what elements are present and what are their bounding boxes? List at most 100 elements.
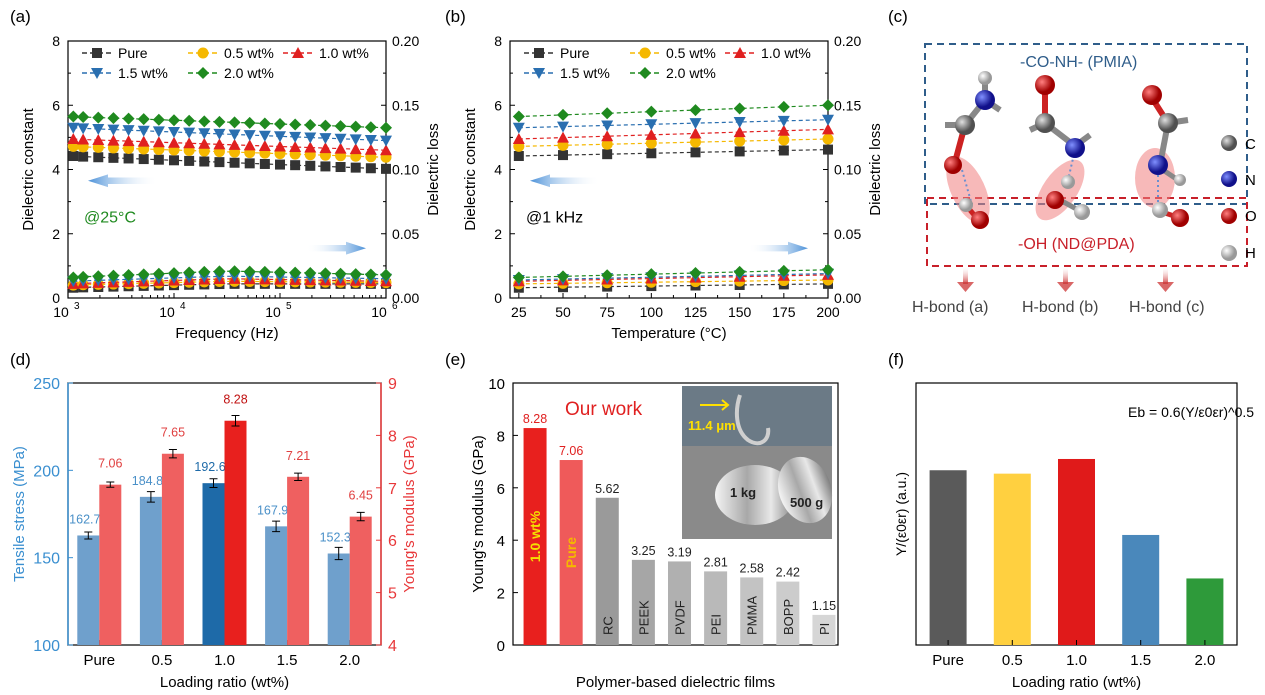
eps-point: [168, 136, 180, 148]
eps-point: [228, 138, 241, 150]
legend-label: 2.0 wt%: [224, 65, 274, 81]
legend-label: 1.5 wt%: [118, 65, 168, 81]
thickness-arrow-icon: [700, 399, 730, 411]
bar-value-label: 2.42: [776, 566, 800, 580]
legend-marker: [197, 67, 209, 79]
eps-point: [168, 127, 180, 139]
chart-b-temperature: 0 2 4 6 8 0.00 0.05 0.10 0.15 0.20 25 50 75 100 125 150…: [462, 33, 884, 342]
panel-c-hbond-diagram: -CO-NH- (PMIA) -OH (ND@PDA): [912, 43, 1257, 316]
right-arrow-icon: [306, 241, 366, 255]
inset-weight-2: 500 g: [790, 495, 823, 510]
eps-point: [601, 107, 614, 120]
chart-e-modulus-comparison: 0 2 4 6 8 10 Young's modulus (GPa) Polymer-base…: [470, 376, 839, 691]
loss-point: [67, 271, 80, 284]
eps-point: [198, 115, 211, 128]
x-tick-label: 10: [159, 304, 175, 320]
eps-point: [183, 114, 196, 127]
loss-point: [319, 267, 332, 280]
legend-label: 1.5 wt%: [560, 65, 610, 81]
eps-point: [228, 129, 241, 141]
loss-line: [518, 274, 829, 282]
legend-marker: [292, 47, 304, 58]
bar-name-label: Pure: [563, 537, 579, 568]
formula-label: Eb = 0.6(Y/ε0εr)^0.5: [1128, 404, 1254, 420]
eps-point: [777, 115, 790, 127]
panel-label-c: (c): [888, 7, 908, 26]
loss-line: [73, 275, 387, 282]
eps-point: [350, 162, 361, 173]
modulus-bar: [631, 559, 655, 645]
eps-point: [645, 128, 658, 140]
y2-tick-label: 0.10: [392, 162, 419, 178]
bar-name-label: PVDF: [673, 600, 688, 635]
eps-point: [68, 151, 79, 162]
inset-weight-1: 1 kg: [730, 485, 756, 500]
pda-dashed-box: [926, 197, 1248, 267]
y2-axis-label: Dielectric loss: [425, 123, 442, 216]
tensile-value-label: 167.93: [257, 503, 295, 517]
loss-point: [364, 268, 377, 281]
modulus-bar: [704, 571, 728, 645]
eps-point: [199, 156, 210, 167]
loss-point: [122, 268, 135, 281]
bar-value-label: 2.81: [703, 555, 727, 569]
y2-tick-label: 7: [388, 481, 397, 498]
x-tick-label: 2.0: [1194, 652, 1215, 669]
x-tick-label: 75: [599, 304, 615, 320]
eps-point: [289, 131, 302, 143]
eps-point: [349, 143, 362, 155]
inset-photo: 11.4 μm 1 kg 500 g: [682, 386, 833, 539]
x-tick-label: 10: [371, 304, 387, 320]
bar-value-label: 5.62: [595, 482, 619, 496]
atom-legend-h: H: [1245, 245, 1256, 262]
modulus-bar: [595, 497, 619, 645]
inset-thickness: 11.4 μm: [688, 418, 736, 433]
loss-line: [518, 283, 829, 289]
y-axis-label: Dielectric constant: [462, 107, 479, 230]
ratio-bar: [1186, 578, 1224, 645]
eps-line: [73, 155, 387, 170]
tensile-bar: [265, 526, 288, 645]
eps-point: [734, 135, 746, 147]
eps-point: [152, 113, 165, 126]
bar-value-label: 3.25: [631, 544, 655, 558]
eps-point: [646, 148, 657, 159]
hbond-c-label: H-bond (c): [1129, 299, 1205, 316]
loss-point: [198, 265, 211, 278]
hbond-a-label: H-bond (a): [912, 299, 988, 316]
panel-label-a: (a): [10, 7, 31, 26]
modulus-bar: [740, 577, 764, 645]
modulus-value-label: 7.65: [161, 426, 185, 440]
tensile-bar: [139, 496, 162, 645]
bar-name-label: PEI: [709, 614, 724, 635]
y2-tick-label: 5: [388, 586, 397, 603]
x-axis-label: Temperature (°C): [611, 325, 726, 342]
eps-point: [557, 108, 569, 121]
tensile-bar: [77, 535, 100, 645]
x-tick-label: 1.5: [277, 652, 298, 669]
chart-a-frequency: 0 2 4 6 8 0.00 0.05 0.10 0.15 0.20 10 3 10 4 10 5 10 6 Fre…: [20, 33, 442, 342]
eps-point: [107, 112, 120, 125]
eps-point: [689, 127, 702, 139]
eps-point: [334, 142, 347, 154]
y-tick-label: 0: [494, 290, 502, 306]
eps-point: [334, 133, 347, 145]
bar-value-label: 7.06: [559, 444, 583, 458]
modulus-bar: [287, 476, 310, 645]
eps-line: [518, 119, 829, 129]
eps-point: [512, 122, 525, 134]
loss-point: [380, 268, 392, 281]
legend-label: Pure: [560, 45, 590, 61]
ratio-bar: [993, 473, 1031, 645]
ratio-bar: [929, 470, 967, 645]
chart-f-ratio: Y/(ε0εr) (a.u.) Loading ratio (wt%) Eb = 0…: [893, 382, 1254, 691]
modulus-bar: [349, 516, 372, 645]
eps-point: [229, 157, 240, 168]
legend-marker: [92, 48, 102, 58]
legend-marker: [533, 68, 545, 79]
y2-tick-label: 6: [388, 533, 397, 550]
loss-line: [73, 278, 387, 285]
eps-point: [243, 139, 256, 151]
y-tick-label: 0: [497, 638, 505, 655]
legend-marker: [734, 47, 746, 58]
